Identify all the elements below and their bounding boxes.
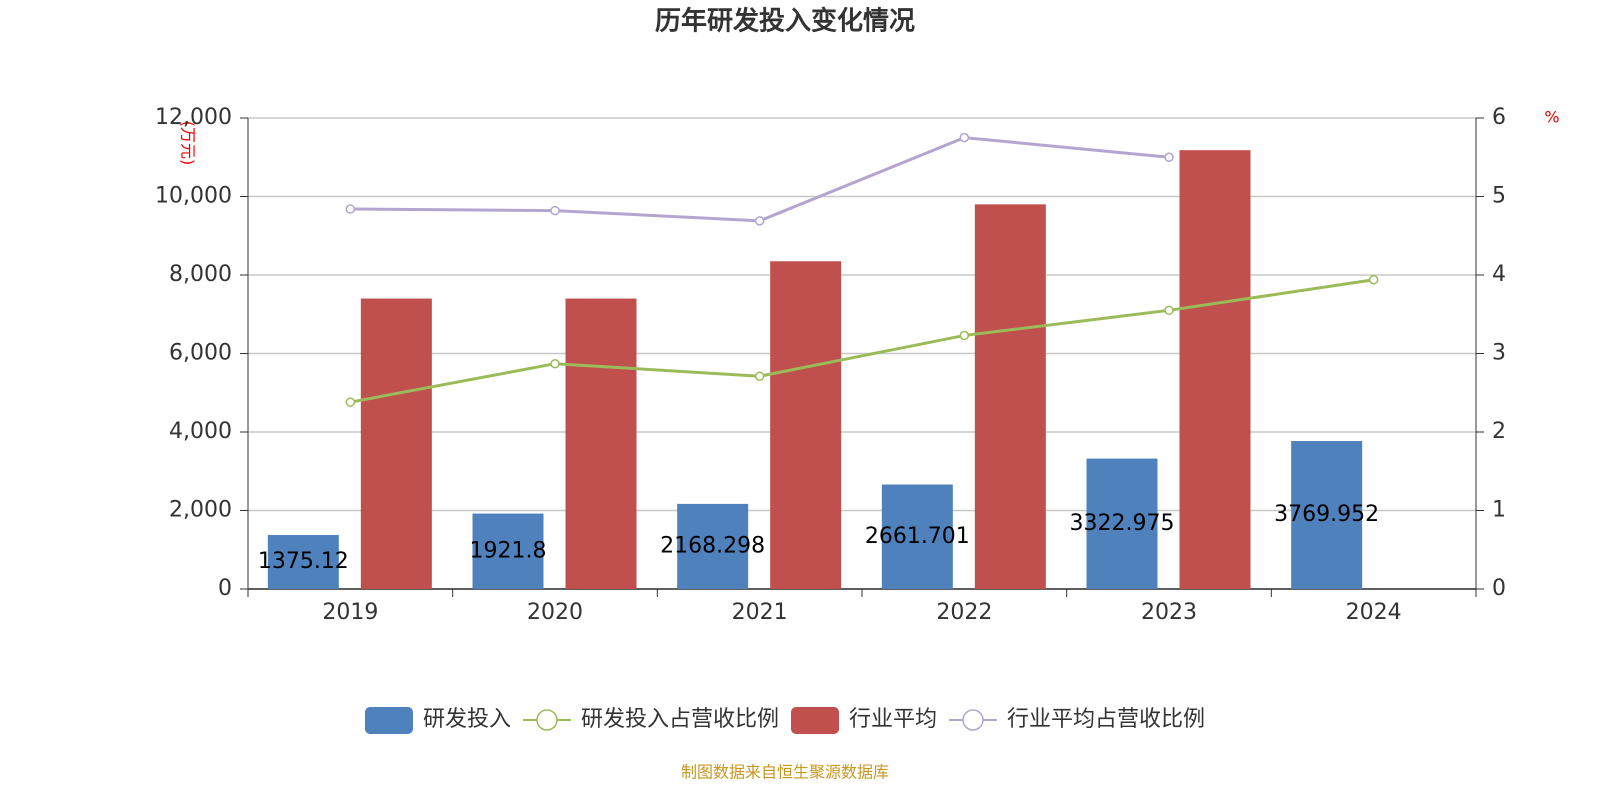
- line-point: [1164, 305, 1174, 316]
- line: [350, 136, 1170, 223]
- bar: [472, 513, 544, 589]
- value-label: 1921.8: [470, 538, 547, 563]
- x-tick-label: 2019: [322, 600, 378, 625]
- y2-tick-label: 2: [1492, 419, 1506, 444]
- y-tick-label: 12,000: [155, 105, 232, 130]
- bar: [974, 204, 1046, 589]
- legend-swatch: [536, 709, 558, 731]
- bar: [677, 503, 749, 589]
- y-tick-label: 10,000: [155, 184, 232, 209]
- y2-tick-label: 5: [1492, 184, 1506, 209]
- line-point: [754, 216, 765, 226]
- line-point: [345, 397, 356, 407]
- x-tick-label: 2021: [732, 600, 788, 625]
- y-tick-label: 2,000: [169, 498, 232, 523]
- bar: [360, 298, 432, 589]
- y-tick-label: 4,000: [169, 419, 232, 444]
- value-label: 2168.298: [660, 533, 765, 558]
- y2-tick-label: 6: [1492, 105, 1506, 130]
- bar: [770, 261, 842, 589]
- source-note: 制图数据来自恒生聚源数据库: [681, 763, 889, 782]
- value-label: 3322.975: [1070, 511, 1175, 536]
- line-point: [1164, 152, 1174, 162]
- legend-label: 行业平均占营收比例: [1007, 707, 1205, 732]
- chart-title: 历年研发投入变化情况: [655, 6, 915, 37]
- y2-tick-label: 0: [1492, 576, 1506, 601]
- y2-tick-label: 1: [1492, 498, 1506, 523]
- line-point: [550, 358, 560, 369]
- value-label: 2661.701: [865, 524, 970, 549]
- line-point: [1368, 274, 1379, 285]
- bar: [881, 484, 953, 589]
- y-tick-label: 0: [218, 576, 232, 601]
- legend-label: 研发投入: [423, 707, 511, 732]
- legend-swatch: [364, 707, 413, 734]
- x-tick-label: 2022: [936, 600, 992, 625]
- legend-swatch: [962, 709, 984, 731]
- x-tick-label: 2020: [527, 600, 583, 625]
- y-axis-label: (万元): [179, 121, 198, 166]
- bar: [1086, 458, 1158, 589]
- bar: [565, 298, 637, 589]
- bar: [1291, 441, 1363, 589]
- legend-label: 研发投入占营收比例: [581, 707, 779, 732]
- y2-axis-label: %: [1544, 108, 1559, 127]
- line: [350, 278, 1374, 404]
- y2-tick-label: 4: [1492, 262, 1506, 287]
- y2-tick-label: 3: [1492, 341, 1506, 366]
- line-point: [345, 204, 356, 214]
- line-point: [959, 330, 970, 341]
- value-label: 3769.952: [1274, 502, 1379, 527]
- value-label: 1375.12: [258, 549, 349, 574]
- line-point: [959, 132, 970, 143]
- x-tick-label: 2024: [1346, 600, 1402, 625]
- bar: [267, 535, 339, 589]
- line-point: [550, 205, 560, 216]
- x-tick-label: 2023: [1141, 600, 1197, 625]
- legend-swatch: [791, 707, 839, 734]
- y-tick-label: 6,000: [169, 341, 232, 366]
- y-tick-label: 8,000: [169, 262, 232, 287]
- legend-label: 行业平均: [849, 707, 937, 732]
- line-point: [754, 371, 765, 382]
- bar: [1179, 150, 1251, 589]
